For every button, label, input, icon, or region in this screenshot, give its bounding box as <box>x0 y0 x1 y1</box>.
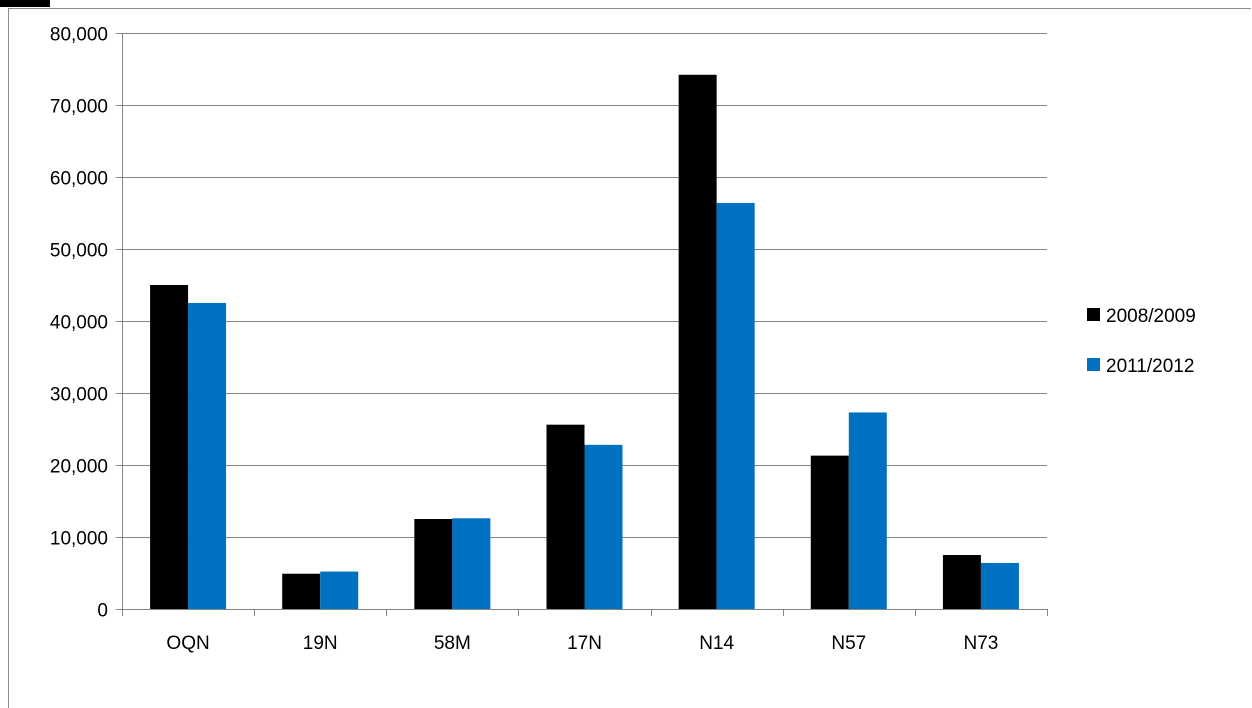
bar-2011/2012-OQN <box>188 303 227 609</box>
gridlines <box>122 33 1047 538</box>
x-tick-label: 17N <box>567 633 602 654</box>
corner-mark <box>0 0 50 7</box>
y-tick-label: 70,000 <box>50 97 108 118</box>
bar-2008/2009-19N <box>282 573 321 609</box>
axes <box>116 33 1048 616</box>
bar-2011/2012-N57 <box>848 412 887 609</box>
bar-2011/2012-N14 <box>716 202 755 610</box>
legend-label: 2008/2009 <box>1106 306 1196 327</box>
y-tick-label: 80,000 <box>50 25 108 46</box>
bar-2008/2009-OQN <box>150 285 189 609</box>
tick-labels: 0 10,000 20,000 30,000 40,000 50,000 60,000 70,… <box>50 25 998 655</box>
bar-2011/2012-58M <box>452 518 491 609</box>
bar-2011/2012-17N <box>584 444 623 609</box>
bar-2011/2012-N73 <box>980 562 1019 609</box>
chart-frame <box>8 8 1251 708</box>
x-tick-label: N57 <box>831 633 866 654</box>
bar-2008/2009-N73 <box>942 555 981 609</box>
legend-swatch <box>1087 308 1100 321</box>
legend-label: 2011/2012 <box>1106 356 1194 377</box>
x-tick-label: N14 <box>699 633 734 654</box>
y-tick-label: 30,000 <box>50 385 108 406</box>
x-tick-label: 19N <box>303 633 338 654</box>
y-tick-label: 0 <box>97 601 108 622</box>
bar-2008/2009-N14 <box>678 74 717 609</box>
bar-2008/2009-58M <box>414 519 453 609</box>
y-tick-label: 10,000 <box>50 529 108 550</box>
legend[interactable]: 2008/2009 2011/2012 <box>1087 306 1196 377</box>
bar-2011/2012-19N <box>320 571 359 609</box>
x-tick-label: OQN <box>166 633 209 654</box>
bars <box>150 74 1019 610</box>
y-tick-label: 50,000 <box>50 241 108 262</box>
bar-chart: 0 10,000 20,000 30,000 40,000 50,000 60,000 70,… <box>50 25 1196 655</box>
bar-2008/2009-17N <box>546 424 585 609</box>
bar-2008/2009-N57 <box>810 455 849 609</box>
y-tick-label: 20,000 <box>50 457 108 478</box>
x-tick-label: 58M <box>434 633 471 654</box>
legend-swatch <box>1087 358 1100 371</box>
y-tick-label: 40,000 <box>50 313 108 334</box>
x-tick-label: N73 <box>963 633 998 654</box>
y-tick-label: 60,000 <box>50 169 108 190</box>
